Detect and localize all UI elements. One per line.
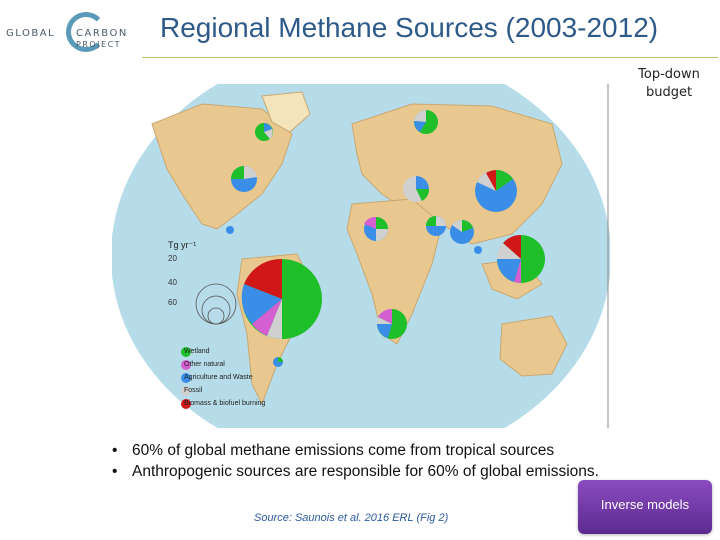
pie-middle-east (426, 216, 446, 236)
top-down-label: Top-down budget (638, 67, 700, 100)
legend-item-label: Wetland (184, 348, 210, 355)
legend-tick: 20 (168, 254, 177, 263)
bullet-item: 60% of global methane emissions come fro… (108, 440, 599, 461)
map-legend: Tg yr⁻¹ 20 40 60 Wetland Other natural A… (168, 240, 288, 410)
legend-dot-biomass (181, 399, 191, 409)
legend-tick: 60 (168, 298, 177, 307)
pie-china (475, 169, 517, 212)
pie-india (450, 219, 474, 244)
key-findings-list: 60% of global methane emissions come fro… (108, 440, 599, 482)
legend-unit: Tg yr⁻¹ (168, 240, 197, 250)
legend-item-label: Biomass & biofuel burning (184, 400, 266, 407)
legend-item-label: Agriculture and Waste (184, 374, 253, 381)
pie-central-eurasia (364, 216, 388, 241)
australia (499, 315, 568, 377)
greenland (261, 91, 311, 133)
bullet-item: Anthropogenic sources are responsible fo… (108, 461, 599, 482)
pie-tropical-south-america (241, 258, 322, 339)
pie-europe (403, 176, 430, 202)
logo-word-carbon: CARBON (76, 28, 128, 39)
source-citation: Source: Saunois et al. 2016 ERL (Fig 2) (254, 512, 449, 524)
methane-world-map (112, 84, 610, 428)
legend-item-label: Other natural (184, 361, 225, 368)
global-carbon-project-logo: GLOBAL CARBON PROJECT (6, 6, 136, 54)
pie-boreal-north-america (255, 123, 273, 141)
pie-boreal-asia (413, 109, 438, 134)
pie-temperate-north-america (231, 165, 257, 192)
legend-item-label: Fossil (184, 387, 203, 394)
logo-ring-icon (66, 12, 106, 52)
legend-dot-agriculture (181, 373, 191, 383)
pie-southeast-asia (496, 234, 545, 284)
pie-southern-africa (376, 308, 407, 339)
inverse-models-button[interactable]: Inverse models (578, 480, 712, 534)
logo-word-global: GLOBAL (6, 28, 56, 39)
pie-temperate-south-america (273, 357, 283, 367)
legend-tick: 40 (168, 278, 177, 287)
page-title: Regional Methane Sources (2003-2012) (160, 12, 659, 43)
title-divider (142, 57, 718, 58)
legend-dot-fossil (181, 386, 191, 396)
pie-australasia (474, 246, 482, 254)
logo-word-project: PROJECT (76, 40, 122, 49)
pie-central-america (226, 226, 234, 234)
bubble-size-guide (195, 283, 237, 325)
legend-dot-other-natural (181, 360, 191, 370)
legend-dot-wetland (181, 347, 191, 357)
